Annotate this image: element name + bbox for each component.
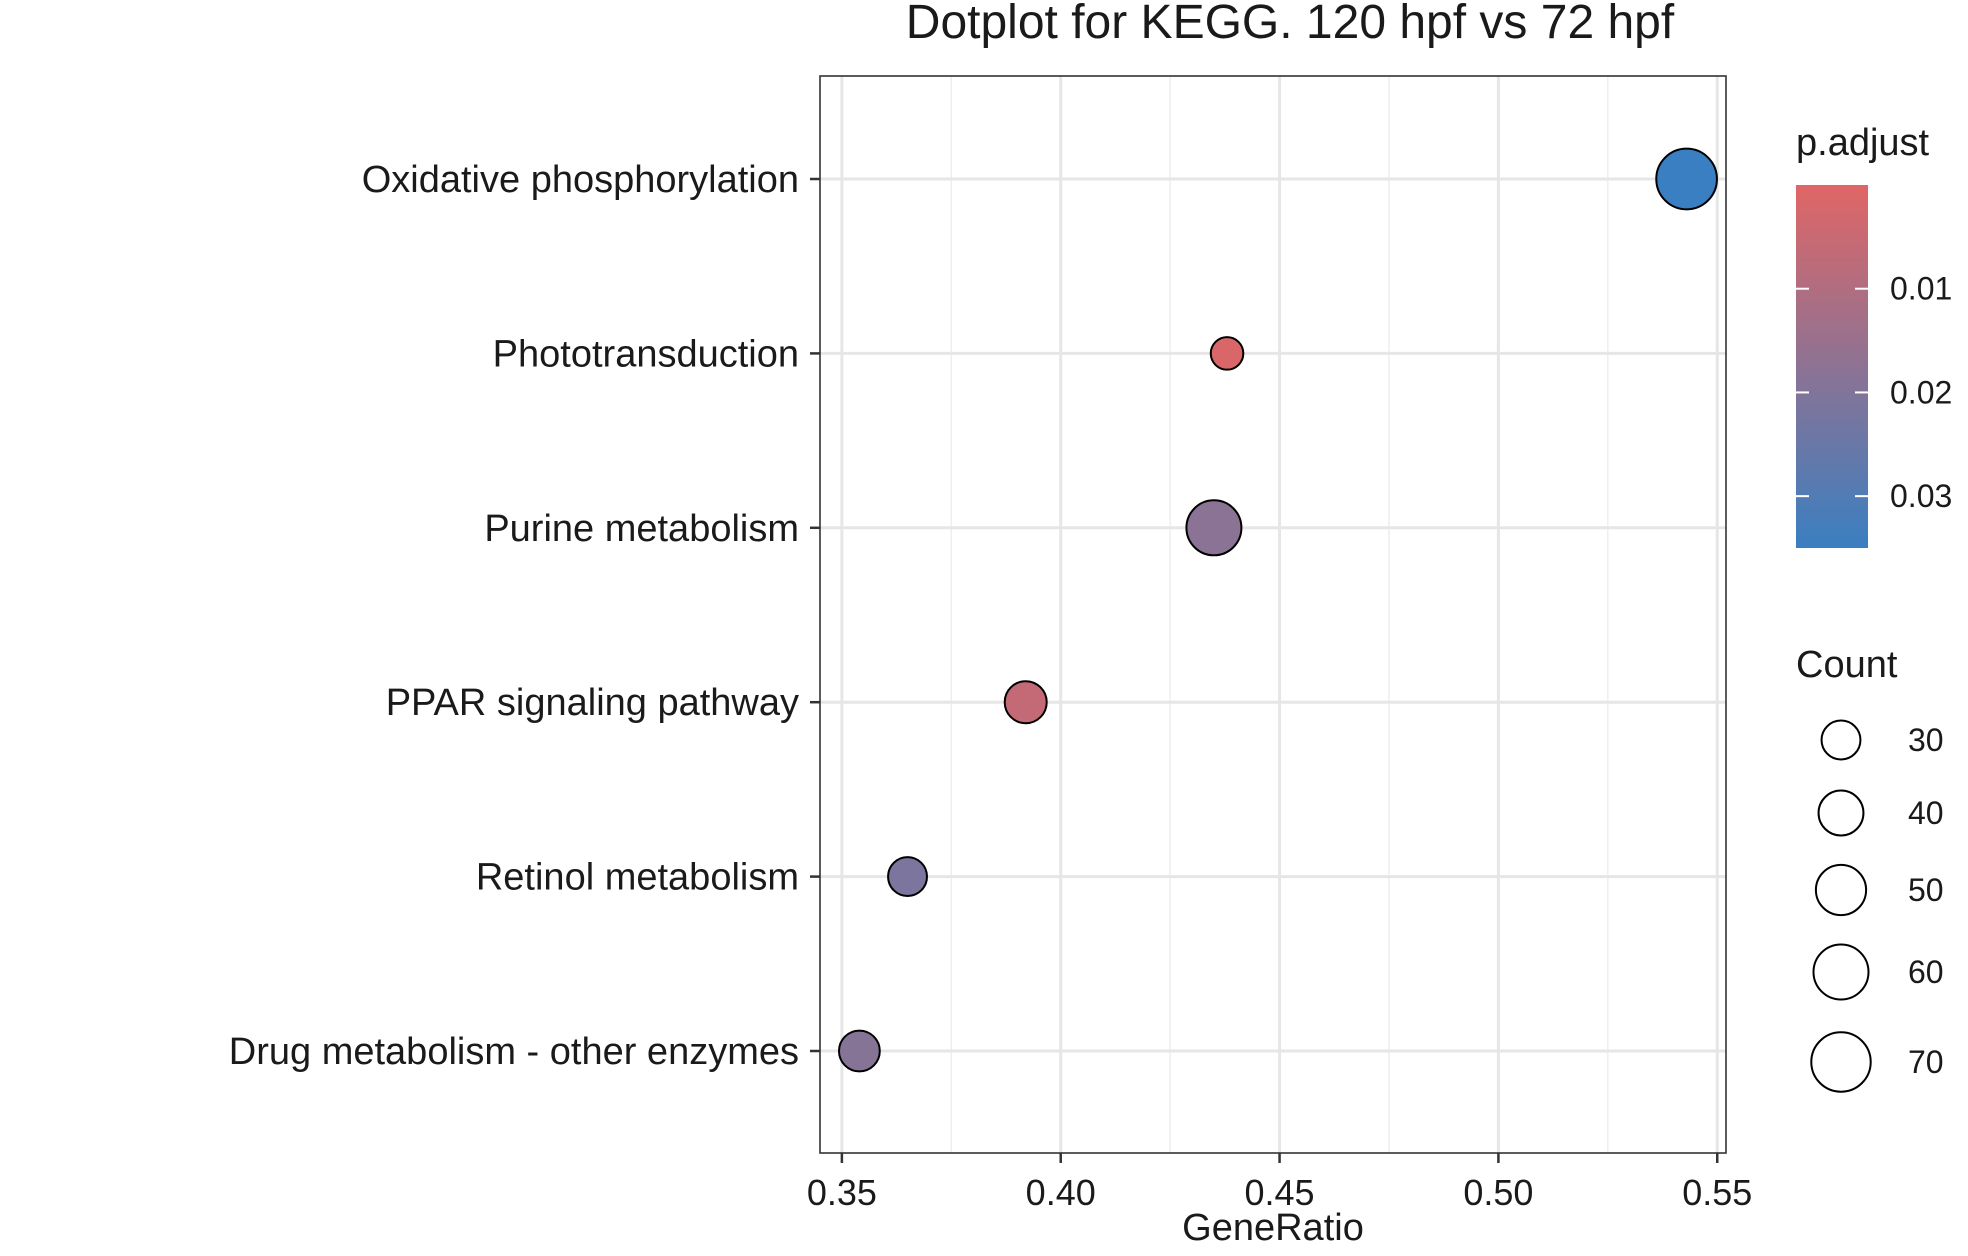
data-point <box>1209 336 1245 371</box>
major-gridlines <box>820 76 1726 1153</box>
y-tick-label: Drug metabolism - other enzymes <box>229 1031 799 1073</box>
size-legend-circle <box>1812 943 1870 1001</box>
x-tick-label: 0.55 <box>1682 1172 1752 1213</box>
chart-title: Dotplot for KEGG. 120 hpf vs 72 hpf <box>906 0 1675 49</box>
y-tick-label: Purine metabolism <box>484 508 799 550</box>
size-legend-circle <box>1817 789 1865 837</box>
plot-border <box>819 75 1727 1154</box>
p-adjust-legend-ticks: 0.01 0.02 0.03 <box>1796 271 1952 514</box>
data-point <box>1185 499 1243 557</box>
data-point <box>887 856 928 898</box>
count-legend: Count 30 40 50 60 70 <box>1796 644 1944 1093</box>
data-point <box>1003 680 1048 725</box>
p-adjust-legend: p.adjust 0.01 0.02 0.03 <box>1796 122 1952 548</box>
size-legend-label: 50 <box>1908 872 1944 908</box>
x-axis-title: GeneRatio <box>1182 1207 1364 1249</box>
data-point <box>1655 147 1718 211</box>
x-tick-label: 0.35 <box>807 1172 877 1213</box>
p-adjust-colorbar <box>1796 185 1868 548</box>
x-axis: 0.35 0.40 0.45 0.50 0.55 <box>807 1153 1752 1213</box>
p-adjust-legend-title: p.adjust <box>1796 122 1930 164</box>
x-tick-label: 0.45 <box>1245 1172 1315 1213</box>
colorbar-tick-label: 0.01 <box>1890 271 1952 307</box>
count-legend-title: Count <box>1796 644 1898 686</box>
size-legend-label: 70 <box>1908 1044 1944 1080</box>
size-legend-label: 40 <box>1908 795 1944 831</box>
colorbar-tick-label: 0.03 <box>1890 478 1952 514</box>
colorbar-tick-label: 0.02 <box>1890 374 1952 410</box>
size-legend-circle <box>1820 719 1862 761</box>
minor-gridlines <box>950 76 1609 1153</box>
data-points <box>837 147 1718 1073</box>
size-legend-label: 30 <box>1908 722 1944 758</box>
y-tick-label: Retinol metabolism <box>476 857 799 899</box>
size-legend-circle <box>1810 1031 1872 1093</box>
y-axis: Oxidative phosphorylation Phototransducti… <box>229 159 820 1073</box>
data-point <box>837 1029 881 1073</box>
size-legend-circle <box>1814 863 1868 917</box>
count-legend-items: 30 40 50 60 70 <box>1810 719 1944 1093</box>
y-tick-label: Oxidative phosphorylation <box>362 159 799 201</box>
x-tick-label: 0.40 <box>1026 1172 1096 1213</box>
y-tick-label: PPAR signaling pathway <box>386 682 799 724</box>
plot-panel <box>820 76 1726 1153</box>
x-tick-label: 0.50 <box>1463 1172 1533 1213</box>
y-tick-label: Phototransduction <box>493 333 799 375</box>
size-legend-label: 60 <box>1908 954 1944 990</box>
